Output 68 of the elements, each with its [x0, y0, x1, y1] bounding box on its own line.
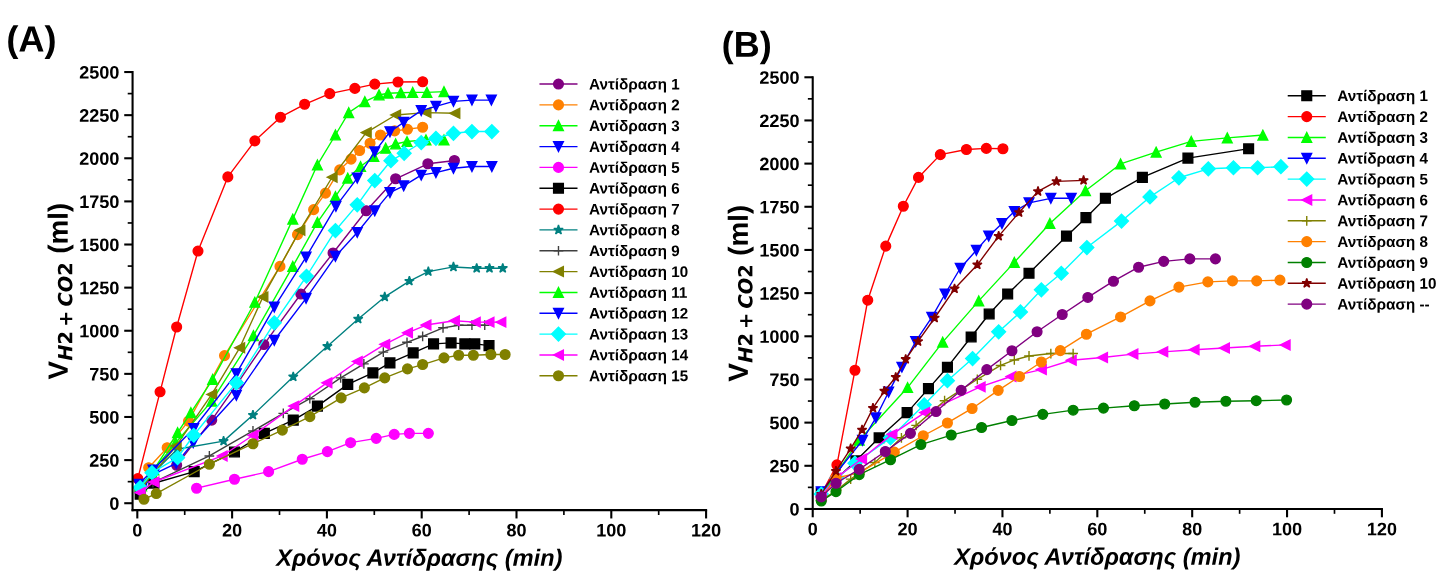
chart-title: (A) — [8, 25, 55, 59]
y-tick-label: 750 — [770, 373, 799, 387]
y-tick-label: 2500 — [759, 71, 799, 84]
legend-label: Αντίδραση 8 — [589, 224, 680, 239]
x-tick-label: 60 — [1087, 522, 1107, 536]
legend-label: Αντίδραση 2 — [1337, 110, 1428, 126]
x-tick-label: 60 — [412, 523, 431, 537]
x-tick-label: 20 — [222, 523, 242, 537]
legend-label: Αντίδραση 9 — [1337, 256, 1428, 271]
y-tick-label: 1250 — [760, 287, 799, 300]
legend-label: Αντίδραση 10 — [589, 265, 688, 281]
y-tick-label: 250 — [770, 459, 799, 473]
y-axis-title: V$_{H2+CO2}$ (ml) — [47, 204, 74, 380]
y-tick-label: 1750 — [760, 200, 799, 214]
legend-label: Αντίδραση 1 — [589, 78, 680, 93]
legend-label: Αντίδραση 5 — [589, 161, 680, 176]
legend-label: Αντίδραση 4 — [1337, 152, 1428, 167]
legend-label: Αντίδραση 6 — [1337, 194, 1428, 209]
y-tick-label: 500 — [89, 410, 119, 424]
x-tick-label: 100 — [1273, 522, 1302, 536]
legend-label: Αντίδραση 6 — [589, 182, 680, 197]
x-tick-label: 120 — [692, 523, 721, 537]
x-axis-title: Χρόνος Αντίδρασης (min) — [275, 548, 562, 571]
legend-label: Αντίδραση 5 — [1337, 173, 1428, 188]
x-tick-label: 120 — [1368, 522, 1397, 536]
y-tick-label: 2250 — [759, 114, 799, 128]
y-tick-label: 2250 — [79, 109, 119, 122]
y-tick-label: 0 — [790, 502, 799, 516]
x-tick-label: 20 — [898, 522, 917, 536]
y-tick-label: 1000 — [80, 324, 119, 338]
legend-label: Αντίδραση 11 — [589, 286, 687, 301]
legend-label: Αντίδραση 3 — [589, 119, 680, 135]
legend-label: Αντίδραση 2 — [589, 98, 680, 114]
legend-label: Αντίδραση 12 — [589, 307, 688, 322]
y-tick-label: 1000 — [760, 330, 799, 343]
legend-label: Αντίδραση 13 — [589, 328, 688, 343]
y-tick-label: 250 — [89, 454, 119, 467]
y-tick-label: 1500 — [80, 238, 119, 252]
y-tick-label: 1750 — [80, 195, 119, 209]
legend-label: Αντίδραση 10 — [1337, 277, 1436, 292]
y-tick-label: 2000 — [79, 152, 119, 165]
y-tick-label: 2000 — [759, 157, 799, 171]
y-tick-label: 750 — [90, 367, 119, 381]
x-tick-label: 80 — [507, 523, 526, 537]
legend-label: Αντίδραση 9 — [589, 244, 680, 260]
y-tick-label: 2500 — [79, 65, 119, 79]
y-axis-title: V$_{H2+CO2}$ (ml) — [727, 206, 754, 382]
legend-label: Αντίδραση 4 — [589, 140, 680, 156]
x-tick-label: 40 — [992, 522, 1012, 536]
legend-label: Αντίδραση 3 — [1337, 131, 1428, 146]
x-axis-title: Χρόνος Αντίδρασης (min) — [953, 547, 1240, 570]
y-tick-label: 0 — [110, 497, 119, 510]
legend-label: Αντίδραση 1 — [1337, 89, 1428, 105]
x-tick-label: 80 — [1182, 522, 1202, 536]
y-tick-label: 1250 — [80, 281, 119, 295]
legend-label: Αντίδραση -- — [1337, 298, 1430, 313]
legend-label: Αντίδραση 14 — [589, 349, 689, 364]
y-tick-label: 500 — [769, 416, 799, 430]
legend-label: Αντίδραση 15 — [589, 369, 688, 385]
x-tick-label: 0 — [808, 522, 818, 536]
chart-title: (B) — [723, 30, 770, 65]
x-tick-label: 100 — [597, 523, 626, 537]
legend-label: Αντίδραση 7 — [589, 203, 680, 218]
legend-label: Αντίδραση 8 — [1337, 235, 1428, 251]
legend-label: Αντίδραση 7 — [1337, 214, 1428, 230]
x-tick-label: 40 — [317, 523, 337, 537]
x-tick-label: 0 — [133, 523, 142, 537]
y-tick-label: 1500 — [760, 243, 799, 257]
